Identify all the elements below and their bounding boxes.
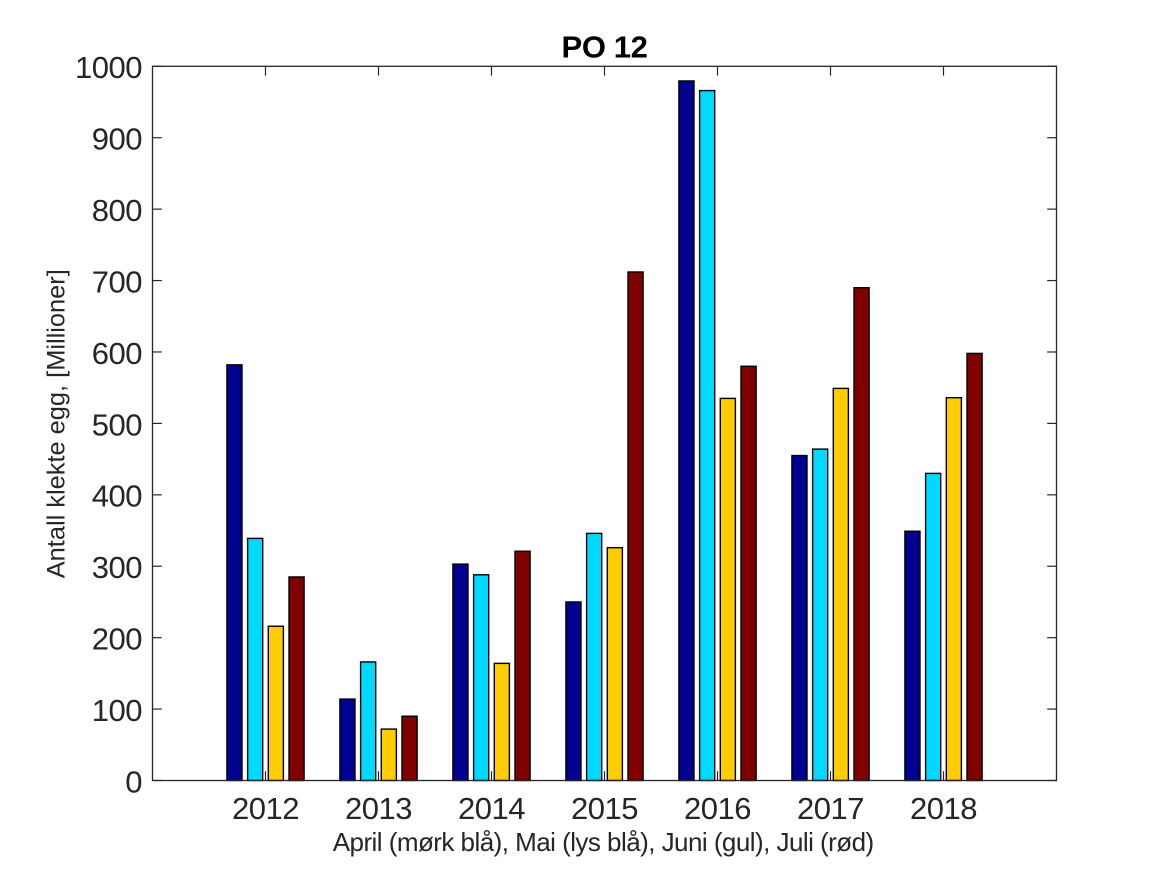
- svg-text:2016: 2016: [684, 791, 751, 826]
- svg-text:0: 0: [125, 764, 142, 799]
- svg-text:2018: 2018: [910, 791, 977, 826]
- svg-text:Antall klekte egg, [Millioner]: Antall klekte egg, [Millioner]: [42, 269, 70, 578]
- svg-text:400: 400: [92, 479, 142, 514]
- svg-text:PO 12: PO 12: [562, 29, 648, 64]
- svg-text:500: 500: [92, 407, 142, 442]
- svg-text:200: 200: [92, 622, 142, 657]
- svg-text:100: 100: [92, 693, 142, 728]
- svg-text:1000: 1000: [75, 50, 142, 85]
- svg-text:2014: 2014: [458, 791, 525, 826]
- svg-text:300: 300: [92, 550, 142, 585]
- svg-text:900: 900: [92, 122, 142, 157]
- svg-text:2015: 2015: [571, 791, 638, 826]
- svg-text:2012: 2012: [232, 791, 299, 826]
- svg-text:800: 800: [92, 193, 142, 228]
- svg-text:600: 600: [92, 336, 142, 371]
- svg-text:2013: 2013: [345, 791, 412, 826]
- svg-text:April (mørk blå), Mai (lys blå: April (mørk blå), Mai (lys blå), Juni (g…: [333, 827, 874, 857]
- svg-text:2017: 2017: [797, 791, 864, 826]
- svg-text:700: 700: [92, 264, 142, 299]
